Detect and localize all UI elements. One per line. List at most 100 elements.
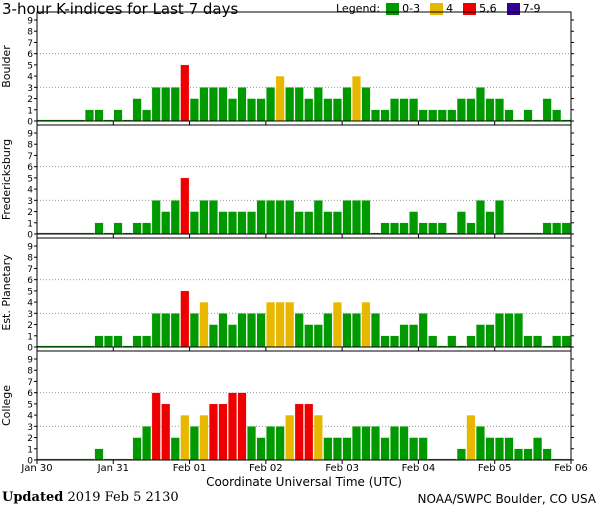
k-bar xyxy=(142,426,152,461)
k-bar xyxy=(247,426,256,461)
k-bar xyxy=(552,335,562,348)
panel-label: Fredericksburg xyxy=(0,139,13,220)
panel-label: College xyxy=(0,385,13,426)
k-bar xyxy=(380,222,390,235)
k-bar xyxy=(409,324,419,348)
k-bar xyxy=(390,98,400,122)
k-bar xyxy=(352,200,361,235)
y-tick-label: 9 xyxy=(27,17,33,27)
k-bar xyxy=(495,98,504,122)
k-bar xyxy=(113,222,123,235)
k-bar xyxy=(495,313,504,348)
k-bar xyxy=(352,426,361,461)
k-bar xyxy=(132,437,142,461)
k-bar xyxy=(352,75,361,122)
k-bar xyxy=(151,87,161,122)
k-bar xyxy=(237,313,247,348)
y-tick-label: 4 xyxy=(27,186,33,196)
k-bar xyxy=(285,200,295,235)
x-tick-label: Jan 30 xyxy=(20,463,52,474)
k-bar xyxy=(256,200,266,235)
k-bar xyxy=(533,335,543,348)
y-tick-label: 5 xyxy=(27,174,33,184)
y-tick-label: 3 xyxy=(27,197,33,207)
k-bar xyxy=(132,222,142,235)
k-bar xyxy=(313,414,323,461)
k-bar xyxy=(228,211,237,235)
x-tick-label: Feb 04 xyxy=(402,463,436,474)
k-bar xyxy=(218,313,228,348)
k-bar xyxy=(428,222,438,235)
k-bar xyxy=(542,222,552,235)
k-bar xyxy=(208,324,218,348)
k-bar xyxy=(247,313,256,348)
k-bar xyxy=(504,109,514,122)
k-bar xyxy=(132,335,142,348)
k-bar xyxy=(151,200,161,235)
k-bar xyxy=(437,222,447,235)
k-bar xyxy=(475,426,485,461)
x-axis-title: Coordinate Universal Time (UTC) xyxy=(206,475,402,489)
k-bar xyxy=(437,109,447,122)
k-bar xyxy=(85,109,94,122)
k-bar xyxy=(285,87,295,122)
k-bar xyxy=(390,335,400,348)
k-bar xyxy=(352,313,361,348)
k-bar xyxy=(390,222,400,235)
k-bar xyxy=(189,313,199,348)
k-bar xyxy=(323,437,333,461)
panel-frame xyxy=(36,124,572,235)
k-bar xyxy=(485,437,495,461)
k-bar xyxy=(475,200,485,235)
y-tick-label: 3 xyxy=(27,310,33,320)
k-bar xyxy=(523,109,533,122)
k-bar xyxy=(189,98,199,122)
k-bar xyxy=(294,403,304,461)
y-tick-label: 0 xyxy=(27,118,33,128)
k-bar xyxy=(304,324,314,348)
k-bar xyxy=(390,426,400,461)
k-bar xyxy=(485,324,495,348)
k-bar xyxy=(361,87,371,122)
k-bar xyxy=(418,313,428,348)
k-bar xyxy=(285,301,295,348)
k-bar xyxy=(294,313,304,348)
k-bar xyxy=(428,109,438,122)
k-bar xyxy=(361,301,371,348)
k-bar xyxy=(456,98,466,122)
k-bar xyxy=(409,98,419,122)
k-bar xyxy=(371,109,380,122)
k-bar xyxy=(552,222,562,235)
k-bar xyxy=(208,403,218,461)
k-bar xyxy=(313,87,323,122)
k-bar xyxy=(218,211,228,235)
k-bar xyxy=(342,200,352,235)
k-bar xyxy=(399,426,409,461)
k-bar xyxy=(542,98,552,122)
k-bar xyxy=(418,222,428,235)
k-bar xyxy=(399,222,409,235)
y-tick-label: 1 xyxy=(27,106,33,116)
k-bar xyxy=(533,437,543,461)
k-bar xyxy=(104,335,113,348)
k-bar xyxy=(247,211,256,235)
k-bar xyxy=(113,335,123,348)
k-bar xyxy=(418,437,428,461)
k-bar xyxy=(132,98,142,122)
y-tick-label: 3 xyxy=(27,423,33,433)
k-bar xyxy=(304,98,314,122)
k-bar xyxy=(371,313,380,348)
page-title: 3-hour K-indices for Last 7 days xyxy=(2,0,239,18)
k-bar xyxy=(170,87,180,122)
panel-label: Est. Planetary xyxy=(0,254,13,331)
k-bar xyxy=(323,98,333,122)
source-credit: NOAA/SWPC Boulder, CO USA xyxy=(417,492,596,506)
k-bar xyxy=(266,200,276,235)
k-bar xyxy=(466,222,476,235)
y-tick-label: 6 xyxy=(27,50,33,60)
k-bar xyxy=(304,403,314,461)
k-bar xyxy=(161,313,171,348)
k-bar xyxy=(94,448,104,461)
k-index-chart: 0123456789Boulder0123456789Fredericksbur… xyxy=(0,11,588,489)
k-bar xyxy=(237,211,247,235)
